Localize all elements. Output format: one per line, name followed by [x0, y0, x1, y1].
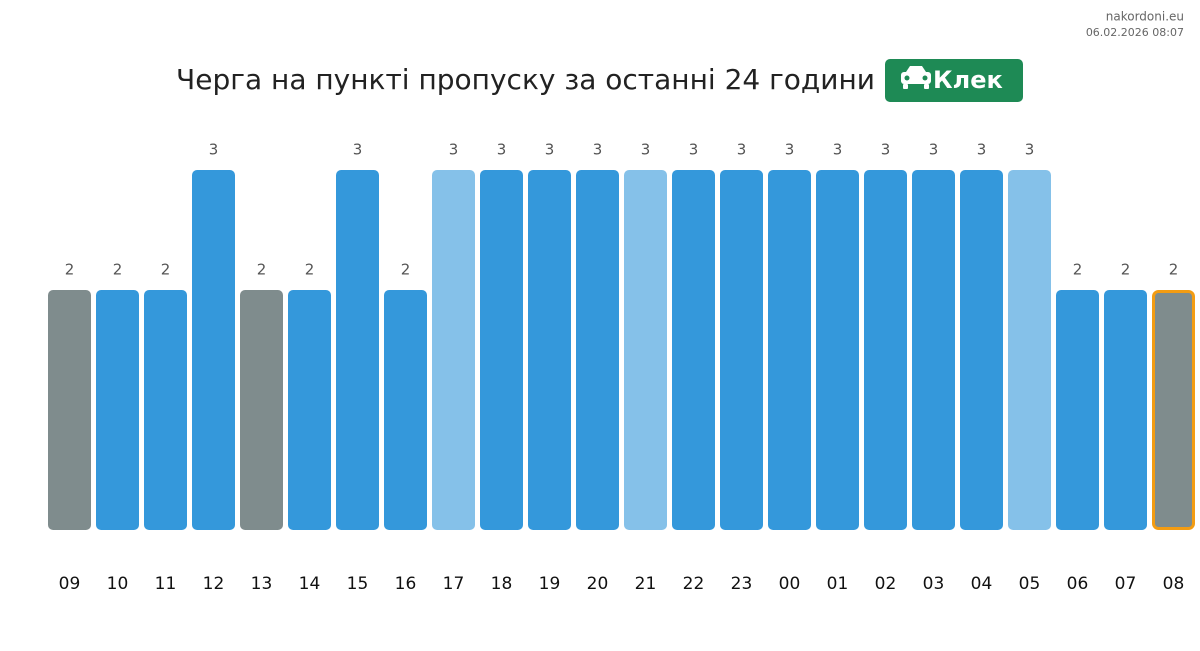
x-tick-label: 01	[827, 574, 849, 594]
x-tick-label: 18	[491, 574, 513, 594]
x-tick-label: 22	[683, 574, 705, 594]
value-label: 3	[929, 141, 939, 159]
value-label: 2	[1121, 261, 1131, 279]
bar	[672, 170, 715, 530]
car-icon	[901, 66, 931, 89]
bar	[240, 290, 283, 530]
value-label: 2	[401, 261, 411, 279]
car-light	[922, 75, 928, 81]
value-label: 2	[113, 261, 123, 279]
bar	[816, 170, 859, 530]
x-tick-label: 10	[107, 574, 129, 594]
bar	[1152, 290, 1195, 530]
x-tick-label: 12	[203, 574, 225, 594]
bar	[912, 170, 955, 530]
bar	[720, 170, 763, 530]
site-name: nakordoni.eu	[1106, 10, 1184, 24]
bar	[432, 170, 475, 530]
value-label: 3	[353, 141, 363, 159]
value-label: 3	[593, 141, 603, 159]
bar	[384, 290, 427, 530]
x-tick-label: 20	[587, 574, 609, 594]
x-tick-label: 17	[443, 574, 465, 594]
x-tick-label: 09	[59, 574, 81, 594]
x-tick-label: 02	[875, 574, 897, 594]
x-tick-label: 04	[971, 574, 993, 594]
value-label: 3	[881, 141, 891, 159]
bar	[144, 290, 187, 530]
value-label: 2	[161, 261, 171, 279]
value-label: 3	[833, 141, 843, 159]
badge-label: Клек	[933, 66, 1003, 94]
value-label: 3	[641, 141, 651, 159]
x-tick-label: 11	[155, 574, 177, 594]
car-light	[904, 75, 910, 81]
x-tick-label: 13	[251, 574, 273, 594]
bar	[576, 170, 619, 530]
value-label: 2	[1073, 261, 1083, 279]
bar	[192, 170, 235, 530]
value-label: 3	[545, 141, 555, 159]
value-label: 2	[257, 261, 267, 279]
x-tick-label: 14	[299, 574, 321, 594]
x-tick-label: 16	[395, 574, 417, 594]
bar	[480, 170, 523, 530]
x-tick-label: 03	[923, 574, 945, 594]
bar	[1008, 170, 1051, 530]
x-tick-label: 19	[539, 574, 561, 594]
value-label: 2	[305, 261, 315, 279]
bar	[96, 290, 139, 530]
value-label: 3	[497, 141, 507, 159]
x-tick-label: 05	[1019, 574, 1041, 594]
value-label: 3	[737, 141, 747, 159]
value-label: 3	[449, 141, 459, 159]
bar	[528, 170, 571, 530]
value-label: 2	[1169, 261, 1179, 279]
x-tick-label: 07	[1115, 574, 1137, 594]
bar	[624, 170, 667, 530]
x-tick-label: 15	[347, 574, 369, 594]
bar	[1104, 290, 1147, 530]
x-tick-label: 06	[1067, 574, 1089, 594]
value-label: 3	[209, 141, 219, 159]
value-label: 3	[785, 141, 795, 159]
bar	[1056, 290, 1099, 530]
bar	[336, 170, 379, 530]
value-label: 3	[689, 141, 699, 159]
bar	[768, 170, 811, 530]
bar	[864, 170, 907, 530]
bar	[960, 170, 1003, 530]
x-tick-label: 08	[1163, 574, 1185, 594]
x-tick-label: 23	[731, 574, 753, 594]
bar	[48, 290, 91, 530]
bar	[288, 290, 331, 530]
value-label: 3	[1025, 141, 1035, 159]
timestamp: 06.02.2026 08:07	[1086, 26, 1184, 39]
value-label: 3	[977, 141, 987, 159]
x-tick-label: 21	[635, 574, 657, 594]
chart-title: Черга на пункті пропуску за останні 24 г…	[176, 63, 875, 96]
value-label: 2	[65, 261, 75, 279]
x-tick-label: 00	[779, 574, 801, 594]
